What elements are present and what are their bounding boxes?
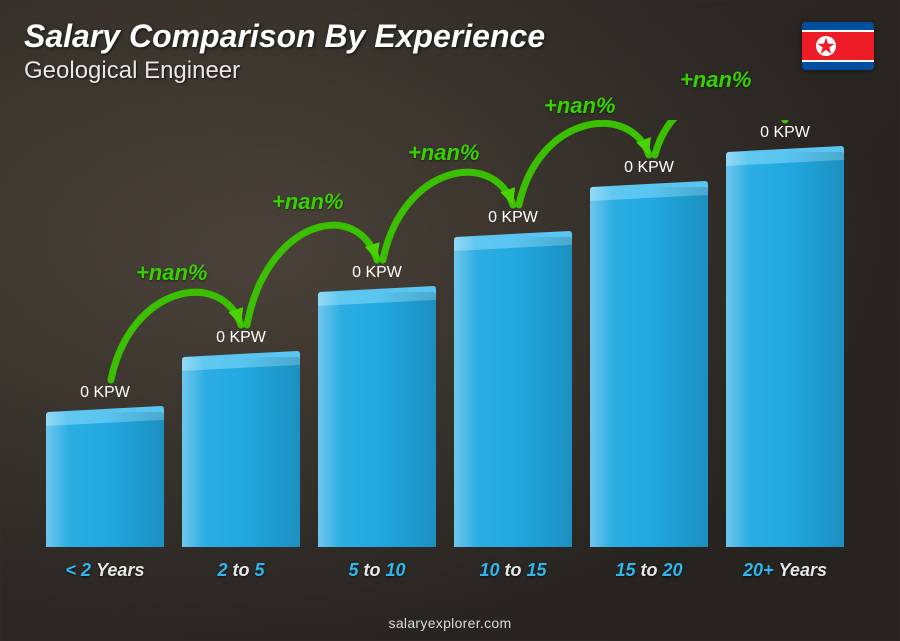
delta-label: +nan% bbox=[136, 260, 208, 286]
x-axis-label: < 2 Years bbox=[46, 560, 164, 581]
footer-credit: salaryexplorer.com bbox=[0, 615, 900, 631]
x-axis-label: 15 to 20 bbox=[590, 560, 708, 581]
flag-dprk-icon bbox=[802, 22, 874, 70]
chart-subtitle: Geological Engineer bbox=[24, 57, 545, 85]
delta-label: +nan% bbox=[272, 189, 344, 215]
chart-title: Salary Comparison By Experience bbox=[24, 18, 545, 55]
bar-chart: 0 KPW0 KPW0 KPW0 KPW0 KPW0 KPW +nan%+nan… bbox=[40, 120, 850, 581]
delta-labels-layer: +nan%+nan%+nan%+nan%+nan% bbox=[40, 120, 850, 581]
delta-label: +nan% bbox=[544, 93, 616, 119]
delta-label: +nan% bbox=[680, 67, 752, 93]
title-block: Salary Comparison By Experience Geologic… bbox=[24, 18, 545, 85]
x-axis-label: 10 to 15 bbox=[454, 560, 572, 581]
x-axis-labels: < 2 Years 2 to 5 5 to 10 10 to 15 15 to 20 20… bbox=[40, 560, 850, 581]
x-axis-label: 20+ Years bbox=[726, 560, 844, 581]
country-flag bbox=[802, 22, 874, 70]
x-axis-label: 5 to 10 bbox=[318, 560, 436, 581]
delta-label: +nan% bbox=[408, 140, 480, 166]
x-axis-label: 2 to 5 bbox=[182, 560, 300, 581]
